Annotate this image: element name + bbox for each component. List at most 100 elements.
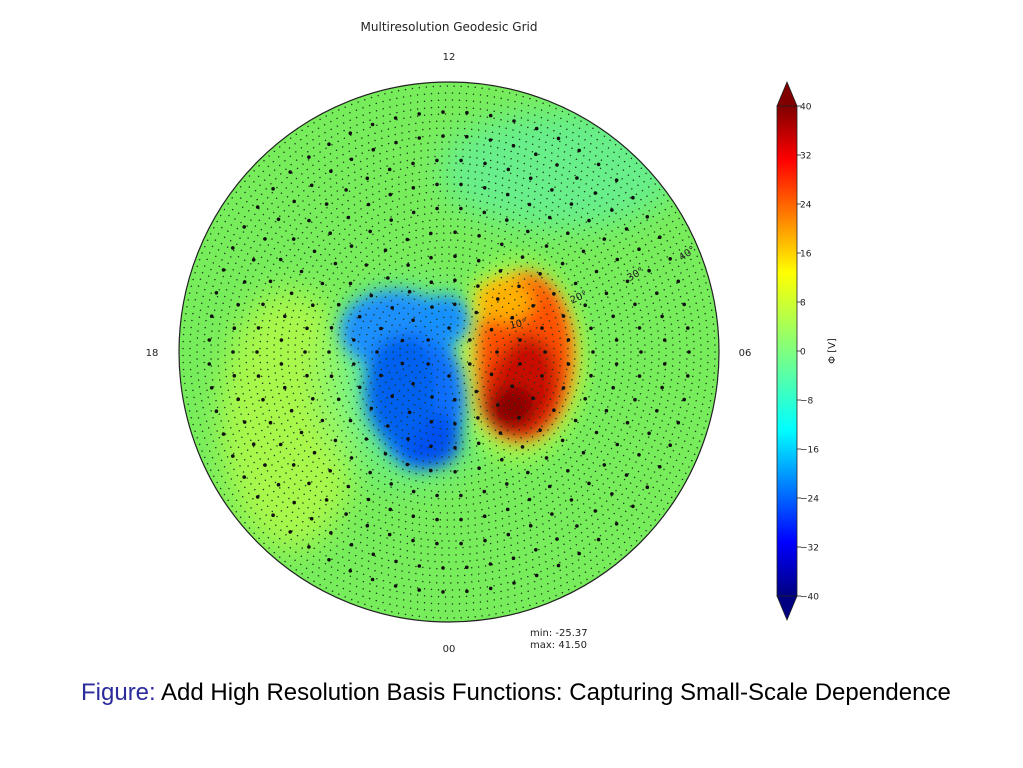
fine-grid-point: [466, 341, 469, 343]
fine-grid-point: [384, 277, 386, 279]
fine-grid-point: [481, 186, 483, 189]
fine-grid-point: [458, 589, 461, 591]
coarse-grid-point: [531, 396, 535, 401]
fine-grid-point: [263, 542, 265, 544]
fine-grid-point: [443, 338, 445, 340]
fine-grid-point: [415, 136, 417, 139]
coarse-grid-point: [336, 397, 341, 402]
fine-grid-point: [349, 590, 351, 593]
fine-grid-point: [336, 392, 339, 394]
fine-grid-point: [476, 538, 478, 540]
fine-grid-point: [301, 470, 304, 473]
fine-grid-point: [678, 484, 680, 487]
fine-grid-point: [351, 407, 354, 410]
fine-grid-point: [525, 484, 527, 487]
fine-grid-point: [347, 199, 349, 202]
fine-grid-point: [260, 333, 262, 336]
fine-grid-point: [420, 552, 422, 554]
coarse-grid-point: [474, 389, 479, 394]
fine-grid-point: [341, 498, 344, 501]
fine-grid-point: [208, 252, 211, 254]
fine-grid-point: [406, 416, 409, 418]
fine-grid-point: [527, 112, 529, 114]
fine-grid-point: [572, 330, 575, 332]
fine-grid-point: [506, 493, 508, 496]
fine-grid-point: [535, 526, 538, 529]
fine-grid-point: [635, 429, 637, 432]
fine-grid-point: [604, 412, 607, 415]
fine-grid-point: [616, 451, 619, 453]
fine-grid-point: [470, 128, 473, 130]
coarse-grid-point: [268, 279, 273, 284]
fine-grid-point: [398, 198, 400, 200]
fine-grid-point: [252, 358, 254, 360]
fine-grid-point: [527, 590, 529, 592]
fine-grid-point: [292, 392, 295, 395]
fine-grid-point: [594, 340, 597, 343]
fine-grid-point: [329, 178, 331, 180]
fine-grid-point: [300, 563, 302, 566]
fine-grid-point: [536, 160, 539, 163]
fine-grid-point: [423, 100, 426, 102]
fine-grid-point: [382, 107, 384, 110]
fine-grid-point: [377, 94, 379, 97]
fine-grid-point: [218, 436, 221, 439]
coarse-grid-point: [488, 138, 493, 142]
fine-grid-point: [270, 416, 273, 418]
fine-grid-point: [694, 406, 696, 409]
fine-grid-point: [524, 317, 527, 319]
fine-grid-point: [658, 212, 661, 214]
fine-grid-point: [384, 180, 387, 183]
fine-grid-point: [330, 490, 333, 492]
fine-grid-point: [564, 303, 567, 305]
fine-grid-point: [208, 403, 211, 405]
fine-grid-point: [294, 559, 296, 562]
fine-grid-point: [240, 379, 242, 381]
fine-grid-point: [437, 360, 440, 363]
fine-grid-point: [261, 272, 263, 275]
fine-grid-point: [416, 587, 419, 589]
coarse-grid-point: [232, 374, 237, 378]
fine-grid-point: [260, 228, 263, 231]
fine-grid-point: [430, 198, 433, 200]
fine-grid-point: [446, 288, 449, 290]
fine-grid-point: [493, 584, 495, 587]
fine-grid-point: [377, 487, 379, 490]
fine-grid-point: [428, 358, 430, 360]
fine-grid-point: [548, 174, 551, 177]
fine-grid-point: [486, 109, 489, 111]
fine-grid-point: [477, 243, 480, 245]
fine-grid-point: [687, 403, 690, 405]
fine-grid-point: [372, 233, 374, 236]
coarse-grid-point: [468, 338, 472, 342]
fine-grid-point: [236, 423, 238, 425]
fine-grid-point: [221, 393, 223, 395]
fine-grid-point: [540, 401, 542, 404]
fine-grid-point: [250, 396, 252, 398]
fine-grid-point: [520, 406, 523, 408]
fine-grid-point: [223, 208, 226, 211]
fine-grid-point: [463, 382, 466, 385]
fine-grid-point: [224, 333, 227, 336]
fine-grid-point: [470, 475, 473, 477]
fine-grid-point: [330, 194, 333, 196]
fine-grid-point: [467, 518, 469, 520]
fine-grid-point: [496, 340, 498, 343]
fine-grid-point: [626, 386, 629, 388]
fine-grid-point: [591, 382, 594, 384]
fine-grid-point: [712, 323, 715, 325]
fine-grid-point: [597, 488, 600, 490]
fine-grid-point: [383, 459, 385, 461]
fine-grid-point: [613, 323, 616, 325]
fine-grid-point: [588, 159, 591, 161]
fine-grid-point: [583, 190, 586, 193]
fine-grid-point: [283, 273, 286, 275]
fine-grid-point: [612, 542, 614, 545]
fine-grid-point: [669, 262, 671, 265]
fine-grid-point: [446, 190, 449, 192]
coarse-grid-point: [538, 428, 542, 433]
fine-grid-point: [432, 532, 434, 535]
fine-grid-point: [676, 312, 678, 315]
fine-grid-point: [284, 289, 286, 292]
fine-grid-point: [685, 472, 687, 474]
